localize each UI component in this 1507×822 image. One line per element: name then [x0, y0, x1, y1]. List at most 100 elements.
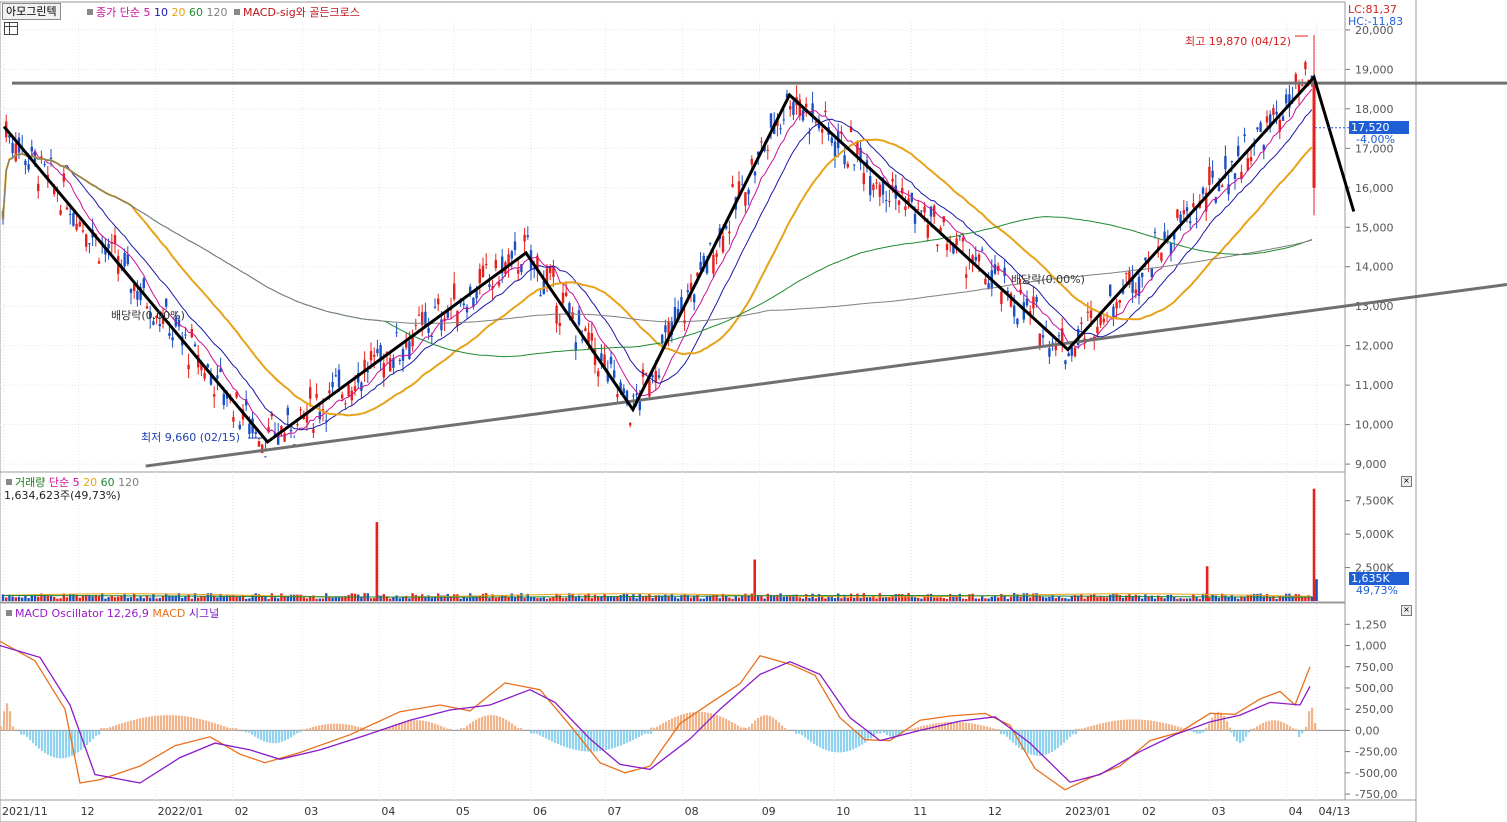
candle-body [465, 306, 469, 313]
oscillator-bar [392, 725, 395, 731]
oscillator-bar [449, 728, 452, 731]
candle-body [1227, 184, 1230, 195]
stock-name-tab[interactable]: 아모그린텍 [2, 3, 61, 20]
candle-body [974, 256, 977, 261]
oscillator-bar [889, 730, 892, 737]
oscillator-bar [617, 730, 620, 747]
candle-body [897, 200, 901, 205]
vol-ma5-legend: 5 [72, 476, 80, 489]
volume-bar [72, 593, 75, 601]
oscillator-bar [1295, 728, 1298, 731]
volume-bar [667, 595, 670, 601]
volume-bar [321, 598, 325, 601]
volume-bar [840, 598, 843, 601]
candle-body [929, 206, 933, 217]
oscillator-bar [466, 725, 469, 731]
candle-body [1240, 171, 1243, 179]
volume-bar [200, 595, 203, 601]
volume-bar [891, 595, 894, 601]
candle-body [65, 207, 69, 210]
volume-bar [1080, 594, 1083, 601]
candle-body [312, 429, 315, 433]
candle-body [363, 359, 366, 372]
oscillator-bar [1265, 721, 1268, 731]
candle-body [62, 173, 65, 182]
candle-body [1249, 156, 1253, 162]
candle-body [1144, 257, 1147, 261]
candle-body [1109, 284, 1112, 296]
oscillator-bar [1138, 719, 1141, 731]
candle-body [811, 103, 814, 115]
oscillator-bar [284, 730, 287, 741]
volume-bar [373, 598, 376, 601]
oscillator-bar [1120, 720, 1123, 731]
candle-body [792, 101, 795, 115]
volume-bar [827, 595, 830, 601]
candle-body [1131, 276, 1134, 293]
volume-bar [894, 594, 897, 601]
oscillator-bar [1114, 720, 1117, 731]
table-icon[interactable] [4, 22, 18, 35]
candle-body [801, 109, 805, 121]
oscillator-bar [278, 730, 281, 743]
volume-bar [209, 593, 213, 601]
volume-bar [1307, 595, 1310, 601]
candle-body [824, 110, 827, 113]
oscillator-bar [98, 730, 101, 735]
volume-bar [459, 598, 462, 601]
candle-body [286, 407, 289, 416]
macd-tick-label: 250,00 [1355, 703, 1394, 716]
candle-body [667, 322, 670, 338]
volume-bar [475, 596, 478, 601]
candle-body [558, 322, 561, 327]
oscillator-bar [626, 730, 629, 743]
volume-bar [805, 594, 808, 601]
volume-bar [453, 594, 456, 601]
oscillator-bar [490, 715, 493, 731]
oscillator-bar [133, 719, 136, 731]
candle-body [427, 328, 430, 333]
volume-bar [213, 595, 216, 601]
oscillator-bar [1226, 721, 1229, 731]
volume-bar [657, 595, 661, 601]
candle-body [280, 426, 283, 432]
volume-bar [1089, 594, 1093, 601]
collapse-volume-button[interactable]: × [1401, 476, 1412, 487]
oscillator-bar [566, 730, 569, 748]
oscillator-bar [1105, 722, 1108, 731]
candle-body [523, 234, 526, 242]
volume-bar [440, 595, 443, 601]
oscillator-bar [883, 730, 886, 733]
oscillator-bar [1030, 730, 1033, 755]
candle-body [715, 253, 718, 257]
oscillator-bar [1280, 721, 1283, 731]
candle-body [389, 358, 392, 372]
high-annotation: 최고 19,870 (04/12) [1185, 35, 1292, 48]
candle-body [981, 249, 984, 251]
collapse-macd-button[interactable]: × [1401, 605, 1412, 616]
volume-bar [689, 597, 693, 601]
oscillator-bar [656, 726, 659, 731]
volume-bar [725, 596, 728, 601]
volume-tick-label: 7,500K [1355, 495, 1394, 508]
oscillator-bar [1096, 724, 1099, 731]
candle-body [657, 375, 661, 378]
volume-bar [270, 593, 273, 601]
volume-bar [97, 595, 101, 601]
oscillator-bar [1253, 728, 1256, 731]
volume-bar [513, 596, 517, 601]
oscillator-bar [734, 723, 737, 731]
volume-bar [280, 593, 283, 601]
y-tick-label: 10,000 [1355, 419, 1394, 432]
oscillator-bar [635, 730, 638, 739]
volume-bar [299, 594, 302, 601]
oscillator-bar [251, 730, 254, 735]
candle-body [664, 325, 667, 333]
candle-body [561, 292, 565, 304]
volume-bar [619, 595, 622, 601]
volume-bar [859, 598, 862, 601]
oscillator-bar [1262, 722, 1265, 731]
volume-bar [910, 595, 913, 601]
candle-body [955, 238, 958, 246]
